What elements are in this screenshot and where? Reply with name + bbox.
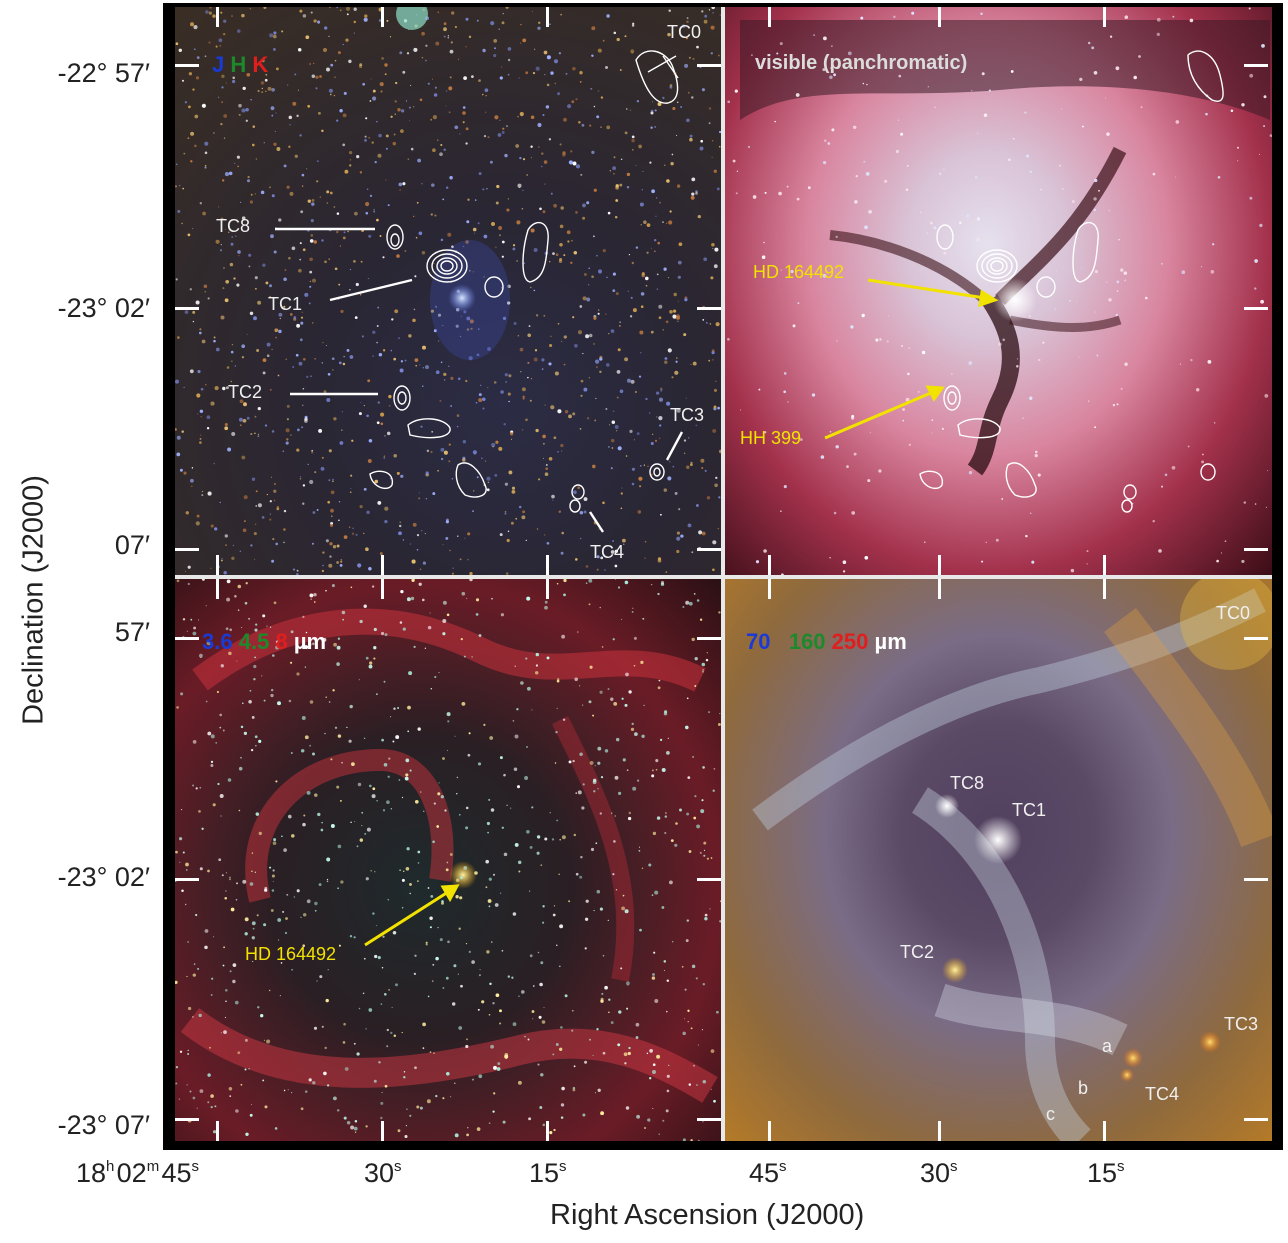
panel-herschel xyxy=(725,579,1272,1141)
dec-tick-label: -23° 07′ xyxy=(57,1110,150,1140)
source-label-tc2: TC2 xyxy=(900,942,935,962)
dec-tick-label: -23° 02′ xyxy=(57,862,150,892)
source-label-a: a xyxy=(1102,1036,1113,1056)
dec-tick-label: -23° 02′ xyxy=(57,293,150,323)
ra-tick-label-first: 18h 02m 45s xyxy=(76,1158,200,1188)
band-70: 70 xyxy=(746,629,771,654)
panel-divider-vertical xyxy=(721,7,725,1141)
band-8: 8 xyxy=(275,629,288,654)
source-label-tc4: TC4 xyxy=(1145,1084,1180,1104)
band-legend-visible: visible (panchromatic) xyxy=(755,52,968,74)
panel-visible xyxy=(725,7,1272,575)
panel-divider-horizontal xyxy=(175,575,1272,579)
band-160: 160 xyxy=(788,629,826,654)
source-label-tc1: TC1 xyxy=(268,294,303,314)
band-legend-herschel: 70 160 250 µm xyxy=(746,629,907,655)
panel-jhk xyxy=(175,7,721,575)
y-axis-title: Declination (J2000) xyxy=(17,475,50,725)
band-250: 250 xyxy=(831,629,869,654)
source-label-b: b xyxy=(1078,1078,1089,1098)
source-label-tc2: TC2 xyxy=(228,382,263,402)
band-legend-spitzer: 3.6 4.5 8 µm xyxy=(202,629,326,655)
band-k: K xyxy=(252,52,269,77)
source-label-tc0: TC0 xyxy=(667,22,702,42)
star-label-hd164492: HD 164492 xyxy=(245,944,337,964)
panel-spitzer xyxy=(175,579,721,1141)
source-label-tc1: TC1 xyxy=(1012,800,1047,820)
source-label-tc8: TC8 xyxy=(216,216,251,236)
dec-tick-label: -22° 57′ xyxy=(57,58,150,88)
object-label-hh399: HH 399 xyxy=(740,428,802,448)
source-label-tc3: TC3 xyxy=(670,405,705,425)
ra-tick-label: 30s xyxy=(920,1158,958,1188)
source-label-tc8: TC8 xyxy=(950,773,985,793)
band-4-5: 4.5 xyxy=(238,629,270,654)
source-label-tc3: TC3 xyxy=(1224,1014,1259,1034)
band-unit: µm xyxy=(293,629,327,654)
band-3-6: 3.6 xyxy=(202,629,233,654)
ra-tick-label: 45s xyxy=(749,1158,787,1188)
band-h: H xyxy=(230,52,247,77)
ra-tick-label: 15s xyxy=(1087,1158,1125,1188)
dec-tick-label: 57′ xyxy=(114,617,150,647)
ra-tick-label: 30s xyxy=(364,1158,402,1188)
dec-tick-label: 07′ xyxy=(114,530,150,560)
star-label-hd164492: HD 164492 xyxy=(753,262,845,282)
source-label-c: c xyxy=(1046,1104,1055,1124)
source-label-tc0: TC0 xyxy=(1216,603,1251,623)
band-legend-jhk: J H K xyxy=(212,52,268,78)
x-axis-title: Right Ascension (J2000) xyxy=(550,1199,865,1231)
band-j: J xyxy=(212,52,225,77)
band-unit: µm xyxy=(874,629,907,654)
source-label-tc4: TC4 xyxy=(590,542,625,562)
ra-tick-label: 15s xyxy=(529,1158,567,1188)
